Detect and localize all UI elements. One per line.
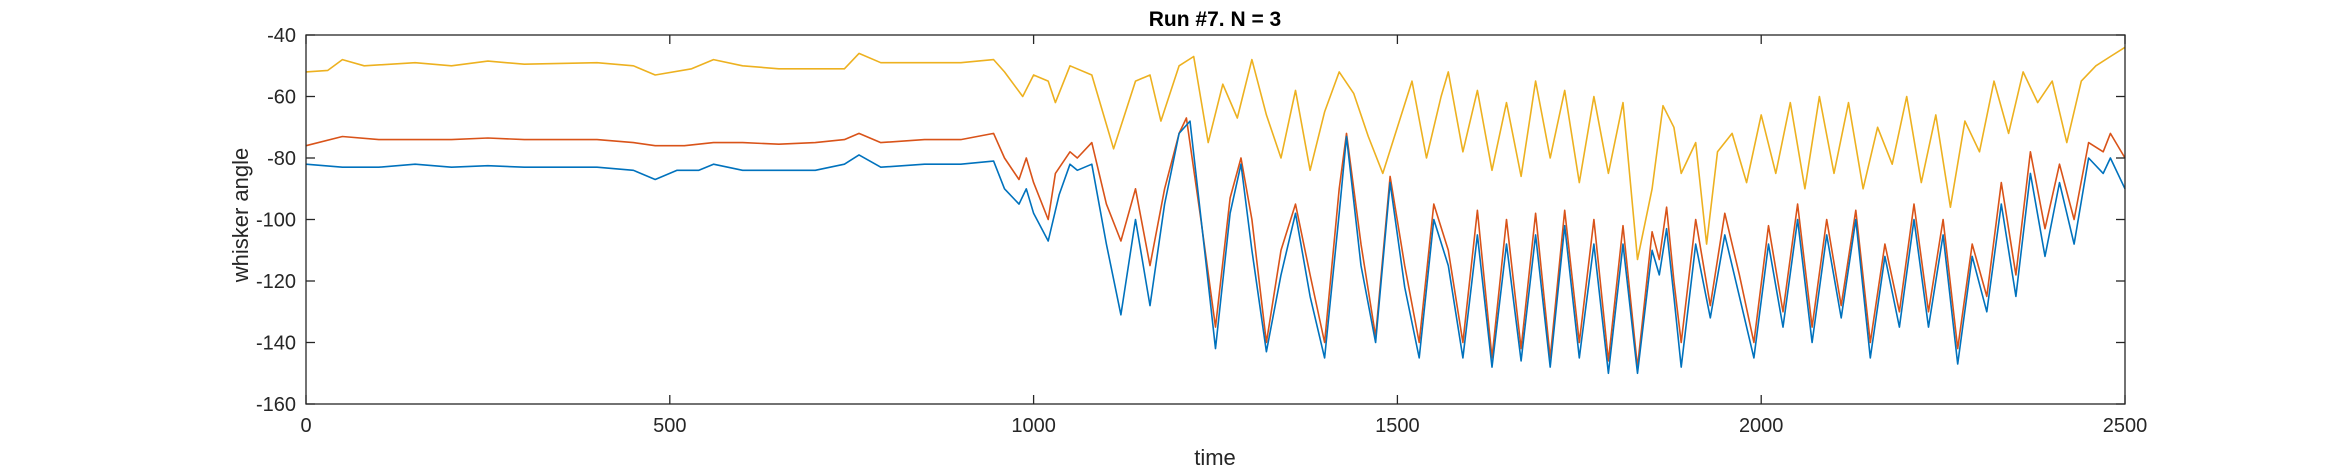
chart-title: Run #7. N = 3: [1149, 8, 1281, 31]
y-tick-label: -140: [256, 333, 296, 355]
y-tick-label: -40: [267, 25, 296, 47]
y-tick-label: -120: [256, 271, 296, 293]
y-tick-label: -60: [267, 87, 296, 109]
series-line-2: [305, 117, 2126, 368]
x-axis-label: time: [1194, 445, 1236, 469]
x-tick-label: 1000: [1011, 415, 1056, 437]
series-line-1: [305, 46, 2126, 261]
x-tick-label: 2500: [2103, 415, 2148, 437]
x-tick-label: 1500: [1375, 415, 1420, 437]
y-axis-label: whisker angle: [228, 148, 253, 284]
y-tick-label: -100: [256, 210, 296, 232]
series-line-3: [305, 120, 2126, 375]
y-tick-label: -80: [267, 148, 296, 170]
x-tick-label: 0: [300, 415, 311, 437]
x-tick-label: 2000: [1739, 415, 1784, 437]
x-tick-label: 500: [653, 415, 686, 437]
series-layer: [305, 46, 2126, 375]
y-axis: -160 -140 -120 -100 -80 -60 -40: [256, 25, 2125, 416]
x-axis: 0 500 1000 1500 2000 2500: [300, 35, 2147, 437]
y-tick-label: -160: [256, 394, 296, 416]
